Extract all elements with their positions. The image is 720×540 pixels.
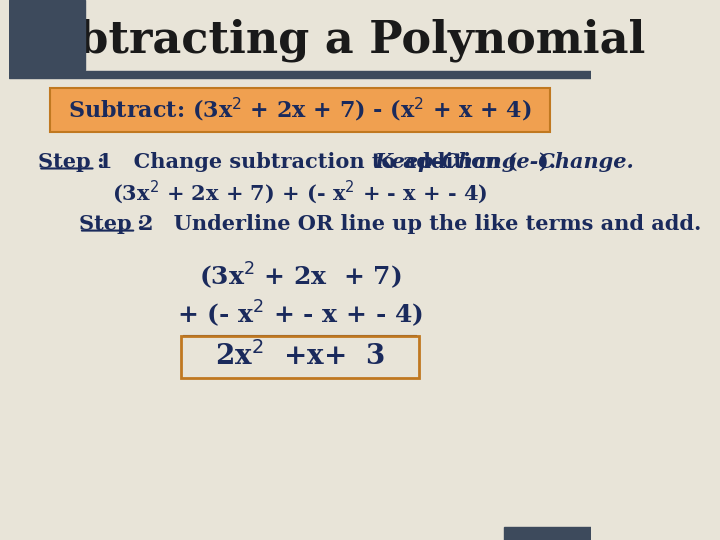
Text: + (- x$^2$ + - x + - 4): + (- x$^2$ + - x + - 4) <box>177 298 423 329</box>
Text: 2x$^2$  +x+  3: 2x$^2$ +x+ 3 <box>215 341 385 372</box>
Text: ).: ). <box>539 152 556 172</box>
Text: Subtract: (3x$^2$ + 2x + 7) - (x$^2$ + x + 4): Subtract: (3x$^2$ + 2x + 7) - (x$^2$ + x… <box>68 96 532 124</box>
FancyBboxPatch shape <box>181 336 419 378</box>
Text: Step 1: Step 1 <box>38 152 113 172</box>
Bar <box>9 0 85 70</box>
Text: (3x$^2$ + 2x  + 7): (3x$^2$ + 2x + 7) <box>199 260 402 291</box>
Text: :    Change subtraction to addition (: : Change subtraction to addition ( <box>96 152 517 172</box>
Text: Keep-Change-Change.: Keep-Change-Change. <box>374 152 634 172</box>
Bar <box>9 71 591 78</box>
Text: Subtracting a Polynomial: Subtracting a Polynomial <box>13 19 645 62</box>
FancyBboxPatch shape <box>50 88 550 132</box>
Text: Step 2: Step 2 <box>79 214 153 234</box>
Bar <box>503 526 591 540</box>
Text: :    Underline OR line up the like terms and add.: : Underline OR line up the like terms an… <box>138 214 701 234</box>
Text: (3x$^2$ + 2x + 7) + (- x$^2$ + - x + - 4): (3x$^2$ + 2x + 7) + (- x$^2$ + - x + - 4… <box>112 178 487 206</box>
